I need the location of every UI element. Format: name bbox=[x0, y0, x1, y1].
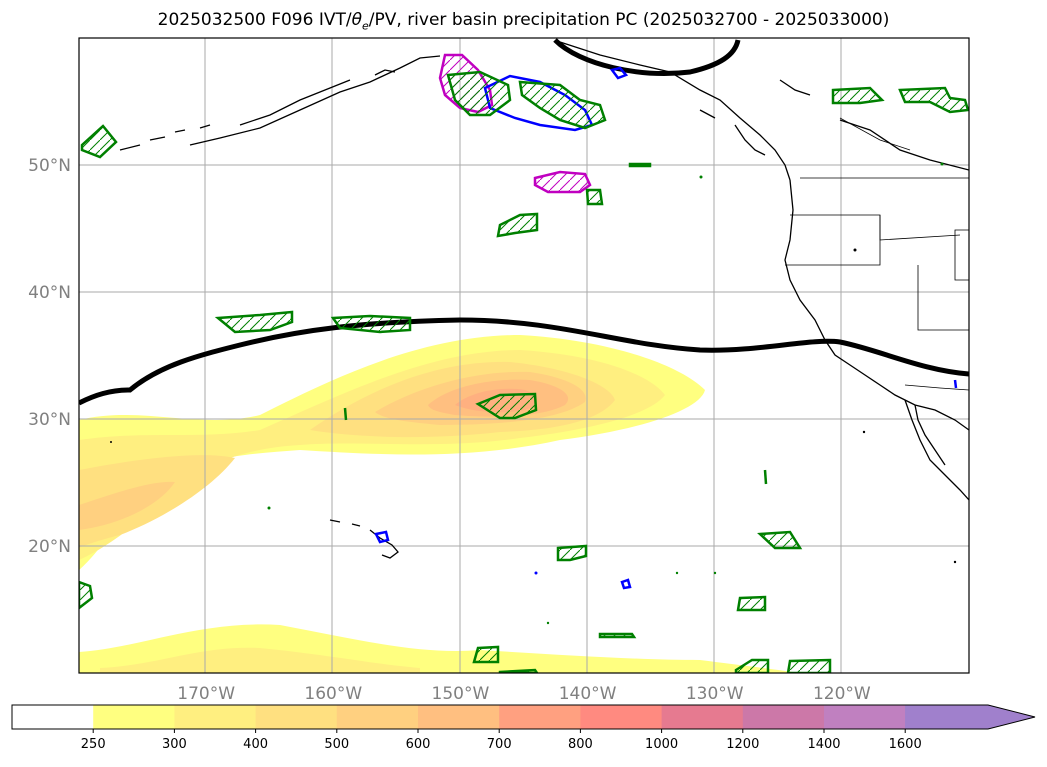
colorbar-segment-4 bbox=[336, 705, 419, 729]
lon-label-3: 140°W bbox=[559, 684, 617, 704]
jet-line-main bbox=[79, 317, 969, 406]
colorbar-label-9: 1400 bbox=[807, 737, 840, 752]
theta-subscript: e bbox=[362, 19, 369, 33]
colorbar-segment-6 bbox=[499, 705, 581, 729]
title-suffix: /PV, river basin precipitation PC (20250… bbox=[368, 10, 890, 30]
colorbar: 250 300 400 500 600 700 800 1000 1200 1400 1600 bbox=[11, 704, 1036, 752]
alaska-coast bbox=[189, 55, 441, 146]
colorbar-label-7: 1000 bbox=[645, 737, 678, 752]
colorbar-segment-1 bbox=[93, 705, 175, 729]
lon-label-2: 150°W bbox=[432, 684, 490, 704]
bc-islands bbox=[699, 109, 766, 156]
colorbar-label-6: 800 bbox=[568, 737, 593, 752]
colorbar-segment-3 bbox=[255, 705, 338, 729]
theta-symbol: θ bbox=[351, 10, 362, 30]
colorbar-label-10: 1600 bbox=[889, 737, 922, 752]
colorbar-segment-8 bbox=[661, 705, 744, 729]
lon-label-4: 130°W bbox=[686, 684, 744, 704]
west-coast bbox=[784, 179, 969, 431]
small-features bbox=[110, 162, 957, 625]
jet-contours bbox=[79, 38, 969, 406]
colorbar-label-1: 300 bbox=[162, 737, 187, 752]
borders bbox=[785, 117, 969, 391]
lon-label-1: 160°W bbox=[304, 684, 362, 704]
latitude-labels: 50°N 40°N 30°N 20°N bbox=[28, 156, 71, 557]
map-title: 2025032500 F096 IVT/θe/PV, river basin p… bbox=[0, 10, 1047, 32]
colorbar-label-0: 250 bbox=[81, 737, 106, 752]
colorbar-extend-arrow bbox=[905, 705, 1035, 729]
pv-contours bbox=[79, 70, 969, 673]
colorbar-outline bbox=[11, 704, 1036, 730]
colorbar-label-4: 600 bbox=[406, 737, 431, 752]
title-prefix: 2025032500 F096 IVT/ bbox=[157, 10, 352, 30]
colorbar-segment-2 bbox=[174, 705, 257, 729]
kodiak bbox=[374, 69, 396, 76]
lat-label-3: 20°N bbox=[28, 537, 71, 557]
baja-inner bbox=[914, 404, 946, 466]
colorbar-segment-5 bbox=[418, 705, 500, 729]
colorbar-label-3: 500 bbox=[324, 737, 349, 752]
jet-line-north bbox=[553, 38, 741, 76]
colorbar-segment-9 bbox=[742, 705, 825, 729]
lon-label-0: 170°W bbox=[177, 684, 235, 704]
colorbar-segment-7 bbox=[580, 705, 663, 729]
lon-label-5: 120°W bbox=[813, 684, 871, 704]
colorbar-label-5: 700 bbox=[487, 737, 512, 752]
colorbar-label-8: 1200 bbox=[726, 737, 759, 752]
gulf-of-alaska bbox=[559, 41, 791, 181]
lat-label-1: 40°N bbox=[28, 283, 71, 303]
aleutians bbox=[119, 124, 211, 151]
alaska-peninsula bbox=[239, 79, 351, 126]
coastlines bbox=[119, 41, 969, 559]
lat-label-2: 30°N bbox=[28, 410, 71, 430]
ivt-band-south-300 bbox=[100, 647, 420, 673]
colorbar-label-2: 400 bbox=[243, 737, 268, 752]
gridlines bbox=[79, 38, 969, 673]
map-frame bbox=[78, 37, 970, 674]
colorbar-segment-0 bbox=[12, 705, 94, 729]
map-panel bbox=[79, 38, 969, 673]
lat-label-0: 50°N bbox=[28, 156, 71, 176]
baja bbox=[904, 399, 969, 501]
colorbar-segment-10 bbox=[824, 705, 906, 729]
longitude-labels: 170°W 160°W 150°W 140°W 130°W 120°W bbox=[177, 684, 871, 704]
